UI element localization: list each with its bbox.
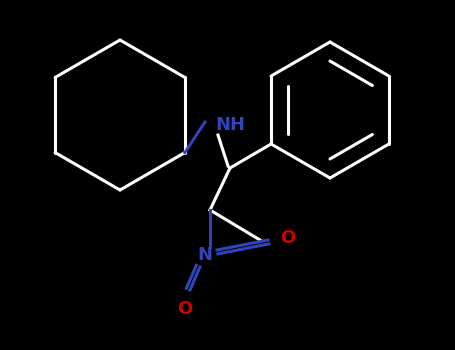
Text: O: O xyxy=(177,300,192,318)
Text: O: O xyxy=(280,229,295,247)
Text: NH: NH xyxy=(215,116,245,134)
Text: N: N xyxy=(197,246,212,264)
